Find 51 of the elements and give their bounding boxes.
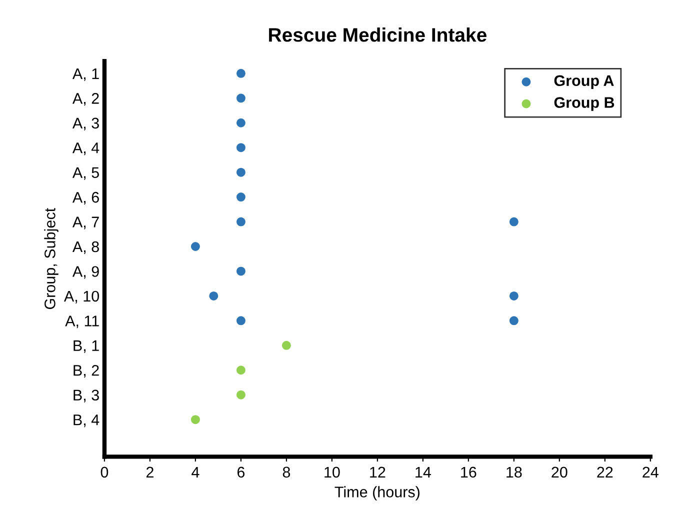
y-tick-label: A, 3	[72, 118, 99, 130]
point	[190, 242, 200, 251]
point	[509, 316, 518, 326]
point	[236, 366, 246, 375]
point	[236, 143, 246, 152]
x-tick-label: 22	[597, 466, 613, 478]
chart-title: Rescue Medicine Intake	[269, 28, 486, 42]
point	[236, 168, 246, 177]
x-tick-label: 24	[642, 466, 658, 478]
x-tick-label: 14	[416, 466, 431, 478]
point	[236, 118, 246, 128]
x-tick-label: 2	[146, 466, 154, 478]
y-tick-label: A, 7	[72, 216, 99, 230]
point	[236, 266, 246, 276]
legend-label: Group A	[554, 75, 614, 90]
y-tick-label: A, 5	[72, 167, 99, 180]
point	[236, 390, 246, 400]
point	[509, 291, 518, 300]
y-tick-label: A, 8	[72, 241, 99, 254]
legend-label: Group B	[554, 97, 614, 111]
x-axis-title: Time (hours)	[334, 486, 420, 500]
x-tick-label: 8	[282, 466, 290, 478]
x-tick-label: 16	[461, 466, 476, 478]
x-tick-label: 18	[506, 466, 522, 478]
x-tick-label: 0	[100, 466, 108, 478]
y-axis-title: Group, Subject	[44, 208, 58, 310]
y-tick-label: B, 2	[74, 364, 99, 378]
point	[509, 217, 518, 226]
y-tick-label: B, 3	[74, 390, 99, 402]
y-tick-label: A, 4	[72, 142, 100, 156]
y-tick-label: A, 6	[72, 192, 99, 205]
x-tick-label: 4	[192, 466, 200, 478]
point	[282, 340, 291, 350]
y-tick-label: B, 4	[74, 414, 100, 428]
x-tick-label: 20	[552, 466, 568, 478]
y-tick-label: A, 9	[72, 266, 99, 279]
point	[236, 316, 246, 326]
y-tick-label: A, 10	[64, 290, 100, 304]
y-tick-label: A, 11	[65, 316, 99, 328]
point	[236, 94, 246, 103]
x-tick-label: 10	[324, 466, 340, 478]
point	[209, 291, 218, 300]
point	[236, 217, 246, 226]
y-tick-label: A, 1	[72, 68, 99, 81]
point	[236, 192, 246, 202]
y-tick-label: B, 1	[74, 340, 99, 353]
x-tick-label: 12	[370, 466, 386, 478]
point	[236, 68, 246, 78]
y-tick-label: A, 2	[72, 93, 99, 106]
x-tick-label: 6	[237, 466, 245, 478]
point	[190, 415, 200, 424]
